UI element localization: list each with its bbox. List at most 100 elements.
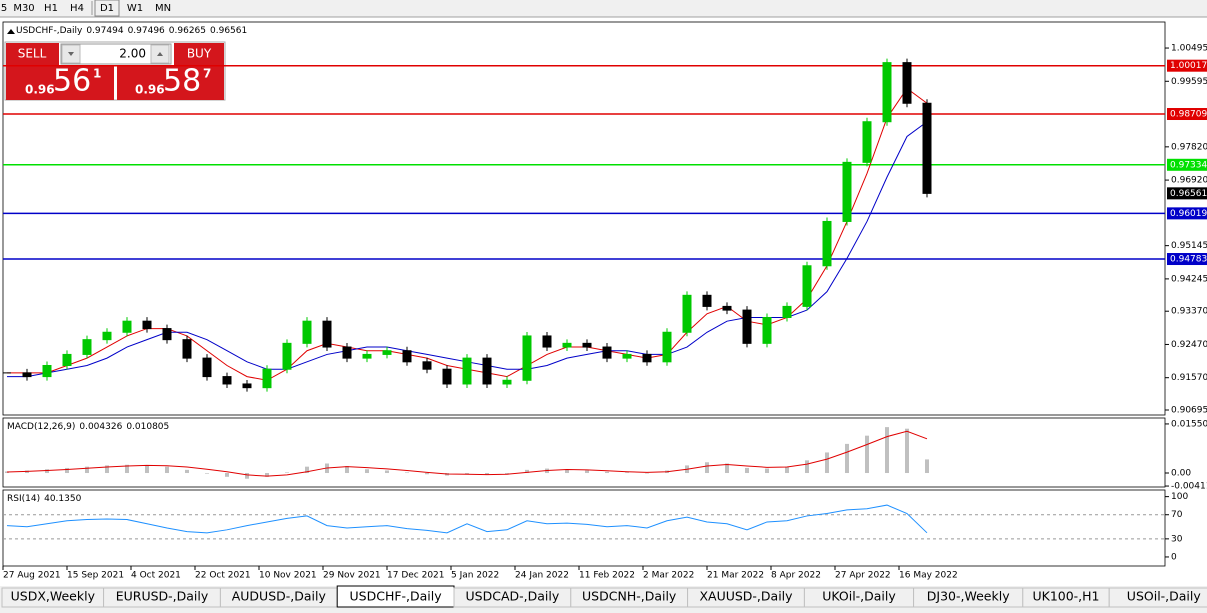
last-price-label: 0.96561 — [1170, 189, 1207, 199]
candle — [42, 365, 52, 378]
x-tick-label: 16 May 2022 — [899, 571, 958, 581]
buy-big: 58 — [163, 64, 201, 99]
histogram-bar — [885, 427, 889, 474]
candle — [262, 368, 272, 389]
histogram-bar — [905, 428, 909, 474]
timeframe-button[interactable] — [0, 0, 8, 16]
collapse-icon[interactable] — [7, 29, 15, 34]
histogram-bar — [285, 472, 289, 474]
candle — [482, 357, 492, 385]
timeframe-label: MN — [155, 3, 171, 14]
chart-tab-label: XAUUSD-,Daily — [699, 589, 793, 604]
x-tick-label: 29 Nov 2021 — [323, 571, 381, 581]
timeframe-button[interactable] — [150, 0, 176, 16]
candle — [622, 353, 632, 359]
chart-tab-label: AUDUSD-,Daily — [232, 589, 327, 604]
x-tick-label: 5 Jan 2022 — [451, 571, 499, 581]
timeframe-label: W1 — [127, 3, 143, 14]
lot-input[interactable] — [60, 43, 172, 65]
timeframe-button[interactable] — [94, 0, 120, 17]
level-label: 0.96019 — [1170, 209, 1207, 219]
histogram-bar — [85, 466, 89, 474]
sell-big: 56 — [53, 64, 91, 99]
indicator-title: USDCHF-,Daily — [16, 26, 83, 36]
macd-panel — [2, 417, 1166, 488]
histogram-bar — [305, 466, 309, 474]
candle — [682, 294, 692, 333]
candle — [502, 379, 512, 385]
y-tick-label: 0.95145 — [1171, 241, 1207, 251]
buy-label: BUY — [187, 47, 212, 61]
buy-prefix: 0.96 — [135, 83, 165, 97]
histogram-bar — [525, 469, 529, 474]
y-tick-label: 0.94245 — [1171, 274, 1207, 284]
y-tick-label: 0.97820 — [1171, 142, 1207, 152]
histogram-bar — [185, 469, 189, 474]
buy-button[interactable] — [174, 43, 224, 65]
candle — [702, 294, 712, 307]
candle — [122, 320, 132, 333]
level-label: 0.94783 — [1170, 255, 1207, 265]
histogram-bar — [925, 459, 929, 474]
candle — [562, 342, 572, 348]
sell-button[interactable] — [6, 43, 59, 65]
histogram-bar — [165, 466, 169, 474]
panel-header: RSI(14) 40.1350 — [7, 494, 82, 504]
histogram-bar — [825, 452, 829, 474]
header-value: 0.010805 — [126, 422, 169, 432]
timeframe-button[interactable] — [10, 0, 38, 16]
candle — [302, 320, 312, 344]
candle — [162, 328, 172, 341]
y-tick-label: 0.90695 — [1171, 406, 1207, 416]
header-value: 0.96561 — [210, 26, 247, 36]
candle — [862, 121, 872, 163]
buy-price-box[interactable] — [117, 66, 224, 100]
last-price-box — [1167, 187, 1207, 200]
histogram-bar — [45, 469, 49, 474]
trade-panel: SELL BUY 2.00 0.96 56 1 0.96 58 7 — [4, 41, 226, 101]
histogram-bar — [645, 473, 649, 474]
candle — [342, 346, 352, 359]
y-tick-label: 1.00495 — [1171, 44, 1207, 54]
lot-value: 2.00 — [119, 47, 146, 61]
candle — [142, 320, 152, 330]
sell-small: 1 — [93, 67, 101, 81]
candle — [802, 265, 812, 307]
down-arrow — [68, 52, 74, 56]
candle — [462, 357, 472, 385]
chart-tab-label: USOil-,Daily — [1127, 589, 1202, 604]
chart-tab-label: UKOil-,Daily — [822, 589, 896, 604]
timeframe-button[interactable] — [40, 0, 62, 16]
y-tick-label: 0.015504 — [1171, 419, 1207, 429]
y-tick-label: 0.00 — [1171, 469, 1191, 479]
histogram-bar — [405, 472, 409, 474]
histogram-bar — [785, 466, 789, 474]
sell-prefix: 0.96 — [25, 83, 55, 97]
candle — [182, 339, 192, 359]
timeframe-button[interactable] — [64, 0, 90, 16]
header-value: 40.1350 — [44, 494, 81, 504]
histogram-bar — [705, 462, 709, 474]
candle — [82, 339, 92, 355]
y-tick-label: 0.92470 — [1171, 340, 1207, 350]
candle — [582, 342, 592, 348]
chart-tab[interactable] — [1108, 587, 1207, 608]
x-tick-label: 27 Apr 2022 — [835, 571, 891, 581]
sell-price-box[interactable] — [6, 66, 114, 100]
candle — [362, 353, 372, 359]
candle — [782, 305, 792, 318]
histogram-bar — [845, 443, 849, 474]
histogram-bar — [145, 465, 149, 474]
timeframe-button[interactable] — [122, 0, 148, 16]
candle — [282, 342, 292, 370]
panel-header: USDCHF-,Daily 0.97494 0.97496 0.96265 0.9656… — [16, 26, 247, 36]
macd-chart: 0.015504 0.00 -0.004118 MACD(12,26,9) 0.0043… — [5, 419, 1207, 492]
candle — [542, 335, 552, 348]
y-tick-label: -0.004118 — [1171, 482, 1207, 492]
y-tick-label: 0.96920 — [1171, 176, 1207, 186]
histogram-bar — [725, 463, 729, 474]
timeframe-label: H1 — [44, 3, 58, 14]
